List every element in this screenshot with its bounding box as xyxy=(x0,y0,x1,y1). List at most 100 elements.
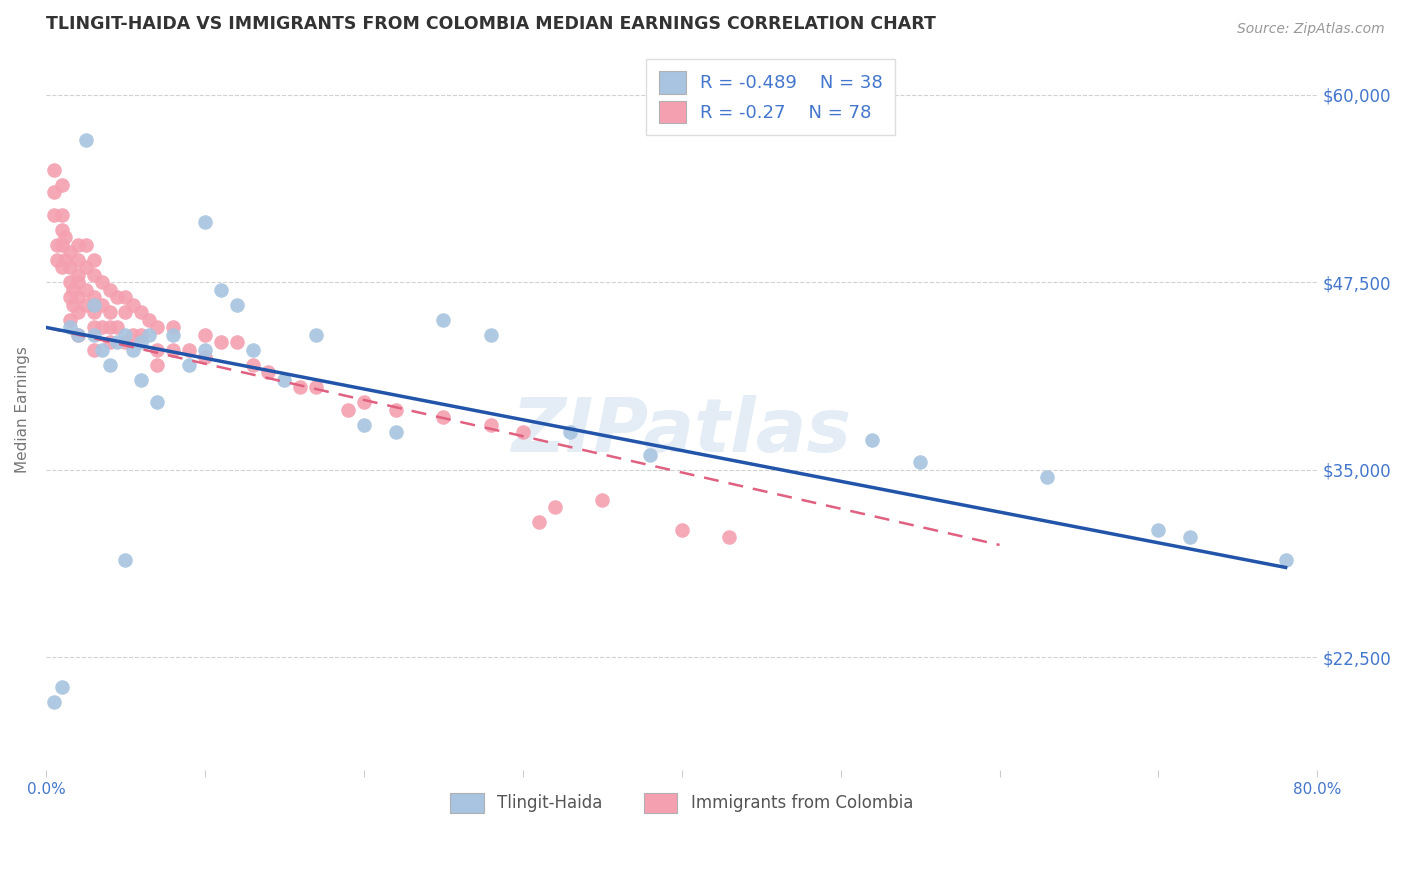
Point xyxy=(59,260,82,275)
Point xyxy=(42,186,65,200)
Point xyxy=(46,238,69,252)
Point xyxy=(66,327,89,342)
Point xyxy=(51,238,73,252)
Point xyxy=(1147,523,1170,537)
Point xyxy=(177,343,200,357)
Point xyxy=(908,455,931,469)
Point xyxy=(114,305,136,319)
Point xyxy=(527,516,550,530)
Point xyxy=(209,335,232,350)
Text: ZIPatlas: ZIPatlas xyxy=(512,395,852,468)
Text: TLINGIT-HAIDA VS IMMIGRANTS FROM COLOMBIA MEDIAN EARNINGS CORRELATION CHART: TLINGIT-HAIDA VS IMMIGRANTS FROM COLOMBI… xyxy=(46,15,936,33)
Point xyxy=(353,395,375,409)
Point xyxy=(146,320,169,334)
Point xyxy=(83,252,105,267)
Point xyxy=(273,373,295,387)
Point xyxy=(42,696,65,710)
Point xyxy=(83,298,105,312)
Point xyxy=(122,343,145,357)
Point xyxy=(432,313,454,327)
Point xyxy=(66,305,89,319)
Point xyxy=(51,178,73,192)
Point xyxy=(42,208,65,222)
Point xyxy=(53,230,76,244)
Point xyxy=(162,320,184,334)
Point xyxy=(177,358,200,372)
Point xyxy=(53,252,76,267)
Point xyxy=(225,298,247,312)
Point xyxy=(131,305,153,319)
Point xyxy=(59,290,82,304)
Point xyxy=(83,327,105,342)
Point xyxy=(384,403,406,417)
Point xyxy=(75,133,97,147)
Point xyxy=(1180,531,1202,545)
Point xyxy=(591,492,613,507)
Point xyxy=(75,283,97,297)
Point xyxy=(90,298,112,312)
Point xyxy=(479,327,502,342)
Point xyxy=(83,305,105,319)
Point xyxy=(51,223,73,237)
Point xyxy=(162,327,184,342)
Point xyxy=(671,523,693,537)
Point xyxy=(512,425,534,440)
Point xyxy=(59,245,82,260)
Text: Source: ZipAtlas.com: Source: ZipAtlas.com xyxy=(1237,22,1385,37)
Point xyxy=(90,276,112,290)
Y-axis label: Median Earnings: Median Earnings xyxy=(15,346,30,474)
Point xyxy=(479,417,502,432)
Point xyxy=(83,320,105,334)
Point xyxy=(114,327,136,342)
Point xyxy=(90,343,112,357)
Point xyxy=(75,238,97,252)
Point xyxy=(107,335,129,350)
Point xyxy=(146,343,169,357)
Point xyxy=(194,215,217,229)
Point xyxy=(66,276,89,290)
Point xyxy=(146,358,169,372)
Point xyxy=(290,380,312,394)
Point xyxy=(122,298,145,312)
Point xyxy=(257,365,280,379)
Point xyxy=(1274,553,1296,567)
Point xyxy=(131,373,153,387)
Point xyxy=(131,327,153,342)
Point xyxy=(42,162,65,177)
Point xyxy=(138,313,160,327)
Point xyxy=(75,260,97,275)
Point xyxy=(209,283,232,297)
Point xyxy=(242,343,264,357)
Point xyxy=(98,305,121,319)
Point xyxy=(122,327,145,342)
Point xyxy=(51,681,73,695)
Point xyxy=(162,343,184,357)
Point xyxy=(83,343,105,357)
Point xyxy=(336,403,359,417)
Point xyxy=(194,327,217,342)
Point xyxy=(66,290,89,304)
Point xyxy=(560,425,582,440)
Point xyxy=(353,417,375,432)
Point xyxy=(90,320,112,334)
Point xyxy=(1036,470,1059,484)
Point xyxy=(83,268,105,282)
Point xyxy=(98,320,121,334)
Point xyxy=(75,298,97,312)
Point xyxy=(138,327,160,342)
Point xyxy=(146,395,169,409)
Point xyxy=(305,327,328,342)
Point xyxy=(194,343,217,357)
Point xyxy=(98,283,121,297)
Point xyxy=(66,268,89,282)
Point xyxy=(62,298,84,312)
Point xyxy=(66,238,89,252)
Point xyxy=(114,290,136,304)
Point xyxy=(114,335,136,350)
Point xyxy=(59,313,82,327)
Point xyxy=(718,531,741,545)
Point xyxy=(432,410,454,425)
Point xyxy=(66,327,89,342)
Point xyxy=(242,358,264,372)
Legend: Tlingit-Haida, Immigrants from Colombia: Tlingit-Haida, Immigrants from Colombia xyxy=(437,780,927,827)
